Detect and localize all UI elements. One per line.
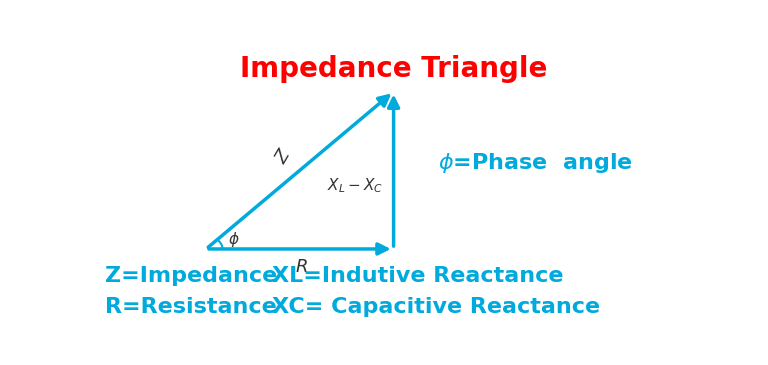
Text: XL=Indutive Reactance: XL=Indutive Reactance: [272, 266, 563, 286]
Text: $\phi$=Phase  angle: $\phi$=Phase angle: [439, 151, 633, 175]
Text: R: R: [295, 258, 308, 276]
Text: Z=Impedance: Z=Impedance: [105, 266, 277, 286]
Text: $\phi$: $\phi$: [228, 230, 240, 249]
Text: $X_L - X_C$: $X_L - X_C$: [327, 176, 383, 195]
Text: Z: Z: [273, 148, 294, 168]
Text: Impedance Triangle: Impedance Triangle: [240, 55, 548, 83]
Text: R=Resistance: R=Resistance: [105, 297, 276, 316]
Text: XC= Capacitive Reactance: XC= Capacitive Reactance: [272, 297, 600, 316]
